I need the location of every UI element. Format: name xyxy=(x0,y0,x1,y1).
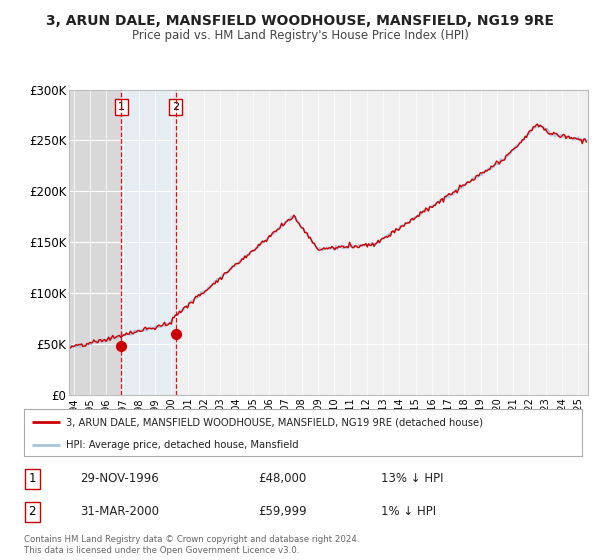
Bar xyxy=(69,90,121,395)
Bar xyxy=(121,90,176,395)
Text: 13% ↓ HPI: 13% ↓ HPI xyxy=(381,472,443,486)
Text: 1: 1 xyxy=(29,472,36,486)
Text: This data is licensed under the Open Government Licence v3.0.: This data is licensed under the Open Gov… xyxy=(24,545,299,555)
Text: Price paid vs. HM Land Registry's House Price Index (HPI): Price paid vs. HM Land Registry's House … xyxy=(131,29,469,42)
Bar xyxy=(69,90,121,395)
Text: 2: 2 xyxy=(172,102,179,112)
Text: 1% ↓ HPI: 1% ↓ HPI xyxy=(381,505,436,518)
Text: 1: 1 xyxy=(118,102,125,112)
Text: 3, ARUN DALE, MANSFIELD WOODHOUSE, MANSFIELD, NG19 9RE (detached house): 3, ARUN DALE, MANSFIELD WOODHOUSE, MANSF… xyxy=(66,417,483,427)
Text: 3, ARUN DALE, MANSFIELD WOODHOUSE, MANSFIELD, NG19 9RE: 3, ARUN DALE, MANSFIELD WOODHOUSE, MANSF… xyxy=(46,14,554,28)
Text: 2: 2 xyxy=(29,505,36,518)
Text: £48,000: £48,000 xyxy=(259,472,307,486)
Text: HPI: Average price, detached house, Mansfield: HPI: Average price, detached house, Mans… xyxy=(66,440,298,450)
Text: Contains HM Land Registry data © Crown copyright and database right 2024.: Contains HM Land Registry data © Crown c… xyxy=(24,534,359,544)
Text: 31-MAR-2000: 31-MAR-2000 xyxy=(80,505,159,518)
Text: £59,999: £59,999 xyxy=(259,505,307,518)
Text: 29-NOV-1996: 29-NOV-1996 xyxy=(80,472,158,486)
